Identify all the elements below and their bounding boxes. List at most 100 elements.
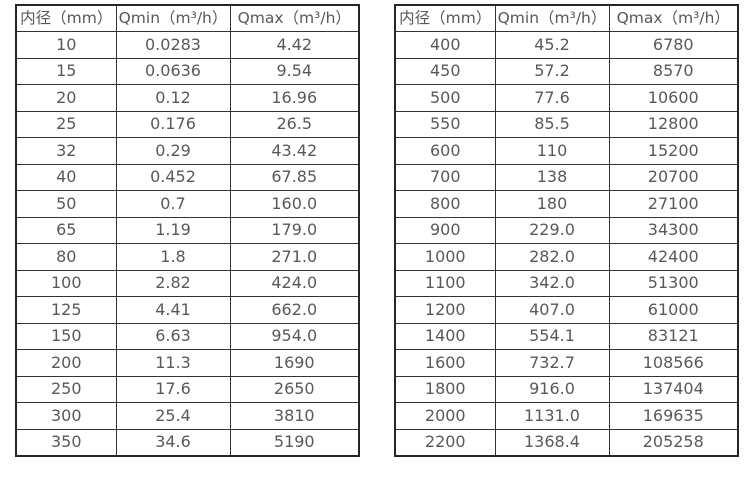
flow-table-small-diameters: 内径（mm） Qmin（m³/h） Qmax（m³/h） 10 0.0283 4.4… — [15, 4, 360, 457]
diameter-cell: 1200 — [394, 296, 496, 324]
qmin-cell: 34.6 — [115, 428, 231, 456]
diameter-cell: 700 — [394, 163, 496, 191]
diameter-cell: 2200 — [394, 428, 496, 456]
qmax-cell: 8570 — [608, 57, 739, 85]
qmax-cell: 179.0 — [229, 216, 360, 244]
qmin-cell: 916.0 — [494, 375, 610, 403]
qmax-cell: 27100 — [608, 190, 739, 218]
diameter-cell: 1100 — [394, 269, 496, 297]
qmin-cell: 138 — [494, 163, 610, 191]
diameter-cell: 150 — [15, 322, 117, 350]
qmin-cell: 282.0 — [494, 243, 610, 271]
diameter-cell: 550 — [394, 110, 496, 138]
qmax-cell: 662.0 — [229, 296, 360, 324]
table-header-row: 内径（mm） Qmin（m³/h） Qmax（m³/h） — [394, 4, 739, 32]
qmax-cell: 3810 — [229, 402, 360, 430]
qmax-cell: 51300 — [608, 269, 739, 297]
qmin-cell: 77.6 — [494, 84, 610, 112]
qmax-cell: 15200 — [608, 137, 739, 165]
qmin-cell: 732.7 — [494, 349, 610, 377]
diameter-cell: 400 — [394, 31, 496, 59]
qmin-cell: 57.2 — [494, 57, 610, 85]
table-header-row: 内径（mm） Qmin（m³/h） Qmax（m³/h） — [15, 4, 360, 32]
diameter-cell: 200 — [15, 349, 117, 377]
table-row: 40 0.452 67.85 — [15, 163, 360, 191]
diameter-cell: 900 — [394, 216, 496, 244]
table-row: 1000 282.0 42400 — [394, 243, 739, 271]
diameter-cell: 40 — [15, 163, 117, 191]
diameter-cell: 15 — [15, 57, 117, 85]
qmin-cell: 180 — [494, 190, 610, 218]
header-qmax: Qmax（m³/h） — [608, 4, 739, 32]
table-row: 300 25.4 3810 — [15, 402, 360, 430]
qmax-cell: 137404 — [608, 375, 739, 403]
qmin-cell: 229.0 — [494, 216, 610, 244]
header-qmin: Qmin（m³/h） — [115, 4, 231, 32]
qmax-cell: 61000 — [608, 296, 739, 324]
table-row: 350 34.6 5190 — [15, 428, 360, 456]
qmax-cell: 42400 — [608, 243, 739, 271]
flow-table-large-diameters: 内径（mm） Qmin（m³/h） Qmax（m³/h） 400 45.2 6780… — [394, 4, 739, 457]
qmin-cell: 407.0 — [494, 296, 610, 324]
diameter-cell: 10 — [15, 31, 117, 59]
diameter-cell: 20 — [15, 84, 117, 112]
qmax-cell: 6780 — [608, 31, 739, 59]
qmin-cell: 4.41 — [115, 296, 231, 324]
table-row: 400 45.2 6780 — [394, 31, 739, 59]
table-row: 900 229.0 34300 — [394, 216, 739, 244]
table-row: 2000 1131.0 169635 — [394, 402, 739, 430]
diameter-cell: 1600 — [394, 349, 496, 377]
table-row: 500 77.6 10600 — [394, 84, 739, 112]
diameter-cell: 1000 — [394, 243, 496, 271]
qmin-cell: 17.6 — [115, 375, 231, 403]
qmax-cell: 43.42 — [229, 137, 360, 165]
qmax-cell: 10600 — [608, 84, 739, 112]
table-row: 700 138 20700 — [394, 163, 739, 191]
qmin-cell: 1368.4 — [494, 428, 610, 456]
table-row: 125 4.41 662.0 — [15, 296, 360, 324]
qmin-cell: 0.12 — [115, 84, 231, 112]
table-row: 2200 1368.4 205258 — [394, 428, 739, 456]
qmax-cell: 34300 — [608, 216, 739, 244]
table-row: 1200 407.0 61000 — [394, 296, 739, 324]
qmin-cell: 554.1 — [494, 322, 610, 350]
diameter-cell: 65 — [15, 216, 117, 244]
table-row: 150 6.63 954.0 — [15, 322, 360, 350]
qmax-cell: 20700 — [608, 163, 739, 191]
table-row: 15 0.0636 9.54 — [15, 57, 360, 85]
table-row: 80 1.8 271.0 — [15, 243, 360, 271]
table-row: 50 0.7 160.0 — [15, 190, 360, 218]
diameter-cell: 500 — [394, 84, 496, 112]
qmax-cell: 2650 — [229, 375, 360, 403]
table-row: 20 0.12 16.96 — [15, 84, 360, 112]
header-diameter: 内径（mm） — [394, 4, 496, 32]
qmin-cell: 0.452 — [115, 163, 231, 191]
qmin-cell: 0.7 — [115, 190, 231, 218]
diameter-cell: 600 — [394, 137, 496, 165]
qmin-cell: 0.0283 — [115, 31, 231, 59]
qmin-cell: 342.0 — [494, 269, 610, 297]
table-row: 1100 342.0 51300 — [394, 269, 739, 297]
qmin-cell: 110 — [494, 137, 610, 165]
qmin-cell: 6.63 — [115, 322, 231, 350]
qmax-cell: 271.0 — [229, 243, 360, 271]
qmin-cell: 25.4 — [115, 402, 231, 430]
qmax-cell: 205258 — [608, 428, 739, 456]
header-diameter: 内径（mm） — [15, 4, 117, 32]
diameter-cell: 250 — [15, 375, 117, 403]
qmax-cell: 954.0 — [229, 322, 360, 350]
qmin-cell: 1.8 — [115, 243, 231, 271]
qmin-cell: 2.82 — [115, 269, 231, 297]
diameter-cell: 1400 — [394, 322, 496, 350]
diameter-cell: 125 — [15, 296, 117, 324]
diameter-cell: 450 — [394, 57, 496, 85]
table-row: 32 0.29 43.42 — [15, 137, 360, 165]
table-row: 25 0.176 26.5 — [15, 110, 360, 138]
qmax-cell: 12800 — [608, 110, 739, 138]
table-row: 1800 916.0 137404 — [394, 375, 739, 403]
qmax-cell: 160.0 — [229, 190, 360, 218]
table-row: 1600 732.7 108566 — [394, 349, 739, 377]
diameter-cell: 100 — [15, 269, 117, 297]
qmax-cell: 83121 — [608, 322, 739, 350]
diameter-cell: 32 — [15, 137, 117, 165]
